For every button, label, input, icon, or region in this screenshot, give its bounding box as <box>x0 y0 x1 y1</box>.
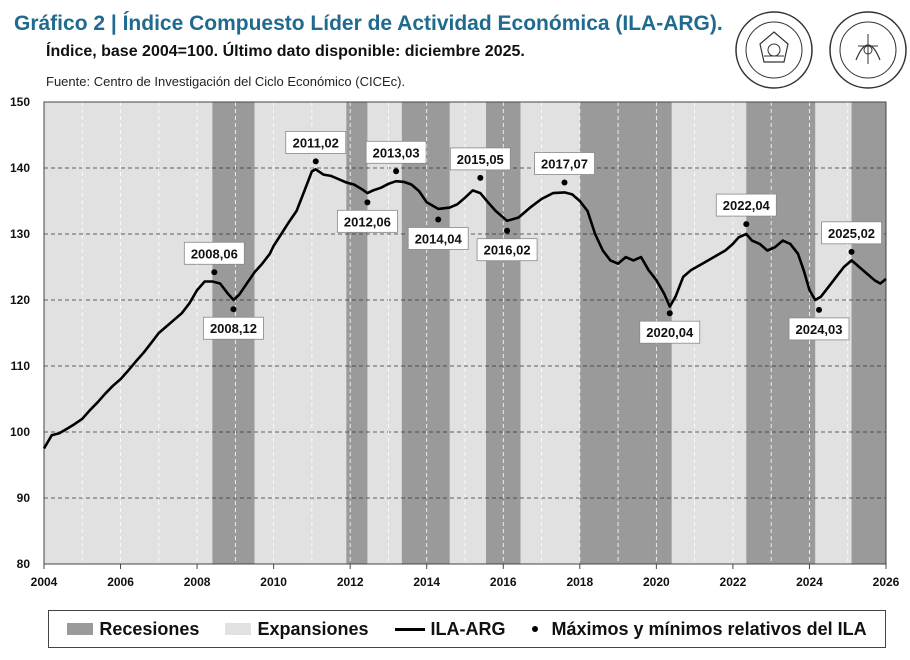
extremum-point <box>312 158 319 165</box>
extremum-label-text: 2008,06 <box>191 246 238 261</box>
extremum-point <box>230 306 237 313</box>
extremum-label-text: 2014,04 <box>415 231 463 246</box>
axes: 80 90 100 110 120 130 140 150 2004 2006 2008 2010 20… <box>10 95 900 589</box>
extremum-label: 2025,02 <box>821 221 882 245</box>
y-tick-label: 140 <box>10 161 30 175</box>
recession-band <box>346 102 368 564</box>
extremum-label: 2014,04 <box>407 227 469 250</box>
extremum-label-text: 2015,05 <box>457 152 504 167</box>
extremum-label-text: 2012,06 <box>344 214 391 229</box>
extremum-label-text: 2024,03 <box>796 322 843 337</box>
legend-recessions-label: Recesiones <box>99 618 200 639</box>
y-tick-label: 100 <box>10 425 30 439</box>
extremum-point <box>364 199 371 206</box>
point-swatch <box>531 626 538 632</box>
recession-band <box>401 102 450 564</box>
legend-expansions: Expansiones <box>225 618 369 640</box>
expansion-swatch <box>225 623 252 635</box>
extremum-label-box <box>365 140 427 164</box>
extremum-point <box>504 227 511 234</box>
extremum-point <box>848 248 855 255</box>
legend-line: ILA-ARG <box>394 618 506 640</box>
extremum-point <box>561 179 568 186</box>
legend: Recesiones Expansiones ILA-ARG Máximos y… <box>48 610 886 648</box>
ila-arg-line <box>42 168 887 450</box>
extremum-label: 2013,03 <box>365 140 427 164</box>
extremum-label-text: 2011,02 <box>293 135 339 150</box>
extremum-label-box <box>476 238 538 262</box>
x-tick-label: 2008 <box>184 575 211 589</box>
extremum-label-text: 2022,04 <box>723 198 771 213</box>
extremum-label-box <box>639 320 701 344</box>
extremum-point <box>477 174 484 181</box>
extremum-label: 2017,07 <box>534 152 595 175</box>
chart-subtitle: Índice, base 2004=100. Último dato dispo… <box>46 43 525 60</box>
line-swatch <box>394 627 425 631</box>
extremum-label: 2011,02 <box>285 130 347 154</box>
extremum-label: 2008,06 <box>183 241 245 265</box>
series-line <box>42 168 887 450</box>
chart-source: Fuente: Centro de Investigación del Cicl… <box>46 74 406 89</box>
extremum-label: 2015,05 <box>449 147 511 171</box>
extremum-label-text: 2013,03 <box>373 145 420 160</box>
extremum-label-text: 2016,02 <box>484 243 531 258</box>
extremum-point <box>211 269 218 276</box>
x-tick-label: 2010 <box>260 575 287 589</box>
extremum-label-box <box>788 317 850 341</box>
legend-points: Máximos y mínimos relativos del ILA <box>531 618 867 640</box>
x-tick-label: 2018 <box>566 575 593 589</box>
legend-expansions-label: Expansiones <box>257 618 369 639</box>
extremum-label: 2020,04 <box>639 320 701 344</box>
extremum-label: 2022,04 <box>715 193 777 217</box>
legend-recessions: Recesiones <box>67 619 199 640</box>
x-tick-label: 2016 <box>490 575 517 589</box>
y-tick-label: 130 <box>10 227 30 241</box>
extremum-label: 2016,02 <box>476 238 538 262</box>
extremum-label-text: 2020,04 <box>646 325 694 340</box>
extremum-point <box>816 306 823 313</box>
x-tick-label: 2020 <box>643 575 670 589</box>
legend-line-label: ILA-ARG <box>430 618 506 639</box>
recession-swatch <box>67 623 94 635</box>
y-tick-label: 120 <box>10 293 30 307</box>
extremum-point <box>435 216 442 223</box>
extremum-label-box <box>337 209 398 233</box>
extremum-label-box <box>821 221 882 245</box>
extremum-label-text: 2017,07 <box>541 157 588 172</box>
extremum-label-box <box>407 227 469 250</box>
chart-title: Gráfico 2 | Índice Compuesto Líder de Ac… <box>14 12 723 35</box>
extremum-label-box <box>715 193 777 217</box>
extremum-label: 2008,12 <box>203 316 264 340</box>
y-tick-label: 110 <box>11 359 31 373</box>
bolsa-de-comercio-rosario-seal <box>829 11 907 89</box>
y-tick-label: 150 <box>10 95 30 109</box>
extremum-point <box>743 221 750 228</box>
extremum-label-text: 2008,12 <box>210 321 257 336</box>
x-tick-label: 2004 <box>31 575 58 589</box>
y-tick-label: 80 <box>17 557 31 571</box>
extremum-label-box <box>183 241 245 265</box>
extremum-label-box <box>203 316 264 340</box>
x-tick-label: 2024 <box>796 575 823 589</box>
extremum-label-box <box>449 147 511 171</box>
chart-plot: 80 90 100 110 120 130 140 150 2004 2006 2008 2010 20… <box>10 95 900 589</box>
extremum-label-box <box>534 152 595 175</box>
extremum-label-text: 2025,02 <box>828 226 875 241</box>
plot-frame <box>43 101 887 565</box>
x-tick-label: 2014 <box>413 575 440 589</box>
x-tick-label: 2026 <box>873 575 900 589</box>
recession-band <box>851 102 886 564</box>
extremum-label: 2012,06 <box>337 209 398 233</box>
extremum-label: 2024,03 <box>788 317 850 341</box>
y-tick-label: 90 <box>17 491 31 505</box>
extremum-point <box>666 310 673 317</box>
x-tick-label: 2012 <box>337 575 364 589</box>
extremum-label-box <box>285 130 347 154</box>
legend-points-label: Máximos y mínimos relativos del ILA <box>551 618 867 639</box>
bolsa-de-comercio-santa-fe-seal <box>735 11 813 89</box>
x-tick-label: 2006 <box>107 575 134 589</box>
x-tick-label: 2022 <box>720 575 747 589</box>
extrema-points: 2008,06 2008,12 2011,02 2012,06 2013,03 2014,… <box>183 130 882 344</box>
extremum-point <box>393 168 400 175</box>
